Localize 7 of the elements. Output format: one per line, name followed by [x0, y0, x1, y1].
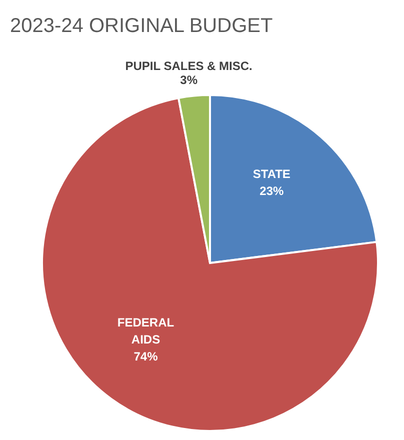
data-label: 74%	[134, 350, 158, 364]
data-label: 23%	[260, 184, 284, 198]
chart-title: 2023-24 ORIGINAL BUDGET	[10, 15, 273, 37]
slice-label: PUPIL SALES & MISC.	[125, 59, 252, 73]
slice-label: FEDERAL AIDS	[117, 316, 174, 347]
slice-label: STATE	[252, 166, 290, 181]
data-label: 3%	[180, 73, 198, 87]
